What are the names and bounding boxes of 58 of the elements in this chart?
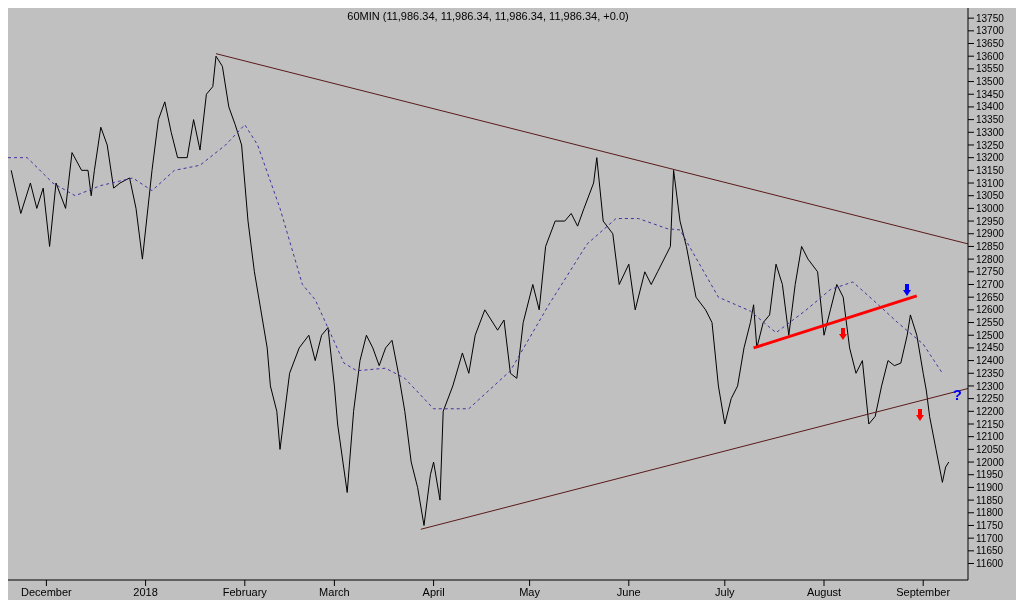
x-tick-label: March bbox=[319, 585, 350, 598]
x-tick-label: December bbox=[21, 585, 73, 598]
y-tick-label: 12850 bbox=[976, 240, 1005, 252]
y-tick-label: 11600 bbox=[976, 558, 1004, 570]
y-tick-label: 11650 bbox=[976, 545, 1004, 557]
y-tick-label: 13250 bbox=[976, 139, 1005, 151]
y-tick-label: 12350 bbox=[976, 367, 1005, 379]
x-tick-label: 2018 bbox=[133, 585, 158, 598]
y-tick-label: 13750 bbox=[976, 12, 1005, 24]
y-tick-label: 13550 bbox=[976, 63, 1005, 75]
y-tick-label: 13650 bbox=[976, 38, 1005, 50]
y-tick-label: 13200 bbox=[976, 152, 1005, 164]
y-tick-label: 13100 bbox=[976, 177, 1005, 189]
y-tick-label: 12500 bbox=[976, 329, 1005, 341]
y-tick-label: 11950 bbox=[976, 469, 1004, 481]
y-tick-label: 12300 bbox=[976, 380, 1005, 392]
y-tick-label: 13300 bbox=[976, 126, 1005, 138]
y-tick-label: 11750 bbox=[976, 520, 1004, 532]
y-tick-label: 12050 bbox=[976, 443, 1005, 455]
y-tick-label: 13150 bbox=[976, 164, 1005, 176]
line-series bbox=[8, 124, 943, 410]
y-tick-label: 12000 bbox=[976, 456, 1005, 468]
x-tick-label: June bbox=[616, 585, 641, 598]
y-tick-label: 13050 bbox=[976, 190, 1005, 202]
y-tick-label: 12100 bbox=[976, 431, 1005, 443]
y-tick-label: 12950 bbox=[976, 215, 1005, 227]
y-tick-label: 13700 bbox=[976, 25, 1005, 37]
y-tick-label: 12800 bbox=[976, 253, 1005, 265]
line-series bbox=[10, 55, 950, 526]
y-tick-label: 11700 bbox=[976, 532, 1004, 544]
y-tick-label: 13350 bbox=[976, 114, 1005, 126]
y-tick-label: 13450 bbox=[976, 88, 1005, 100]
y-tick-label: 12900 bbox=[976, 228, 1005, 240]
x-tick-label: February bbox=[222, 585, 268, 598]
y-tick-label: 13500 bbox=[976, 76, 1005, 88]
y-tick-label: 12200 bbox=[976, 405, 1005, 417]
y-tick-label: 13000 bbox=[976, 202, 1005, 214]
y-tick-label: 12750 bbox=[976, 266, 1005, 278]
x-tick-label: May bbox=[519, 585, 541, 598]
y-tick-label: 12450 bbox=[976, 342, 1005, 354]
y-tick-label: 12150 bbox=[976, 418, 1005, 430]
y-tick-label: 13400 bbox=[976, 101, 1005, 113]
y-tick-label: 12550 bbox=[976, 317, 1005, 329]
y-tick-label: 13600 bbox=[976, 50, 1005, 62]
y-tick-label: 11900 bbox=[976, 481, 1004, 493]
chart-title: 60MIN (11,986.34, 11,986.34, 11,986.34, 11,986.34, +0.0) bbox=[346, 10, 630, 22]
annotation: ? bbox=[952, 386, 962, 403]
y-tick-label: 12400 bbox=[976, 355, 1005, 367]
y-tick-label: 12250 bbox=[976, 393, 1005, 405]
x-tick-label: August bbox=[806, 585, 842, 598]
y-tick-label: 12650 bbox=[976, 291, 1005, 303]
y-tick-label: 12600 bbox=[976, 304, 1005, 316]
x-tick-label: September bbox=[896, 585, 951, 598]
x-tick-label: July bbox=[715, 585, 736, 598]
x-tick-label: April bbox=[422, 585, 445, 598]
y-tick-label: 12700 bbox=[976, 279, 1005, 291]
y-tick-label: 11850 bbox=[976, 494, 1004, 506]
y-tick-label: 11800 bbox=[976, 507, 1004, 519]
